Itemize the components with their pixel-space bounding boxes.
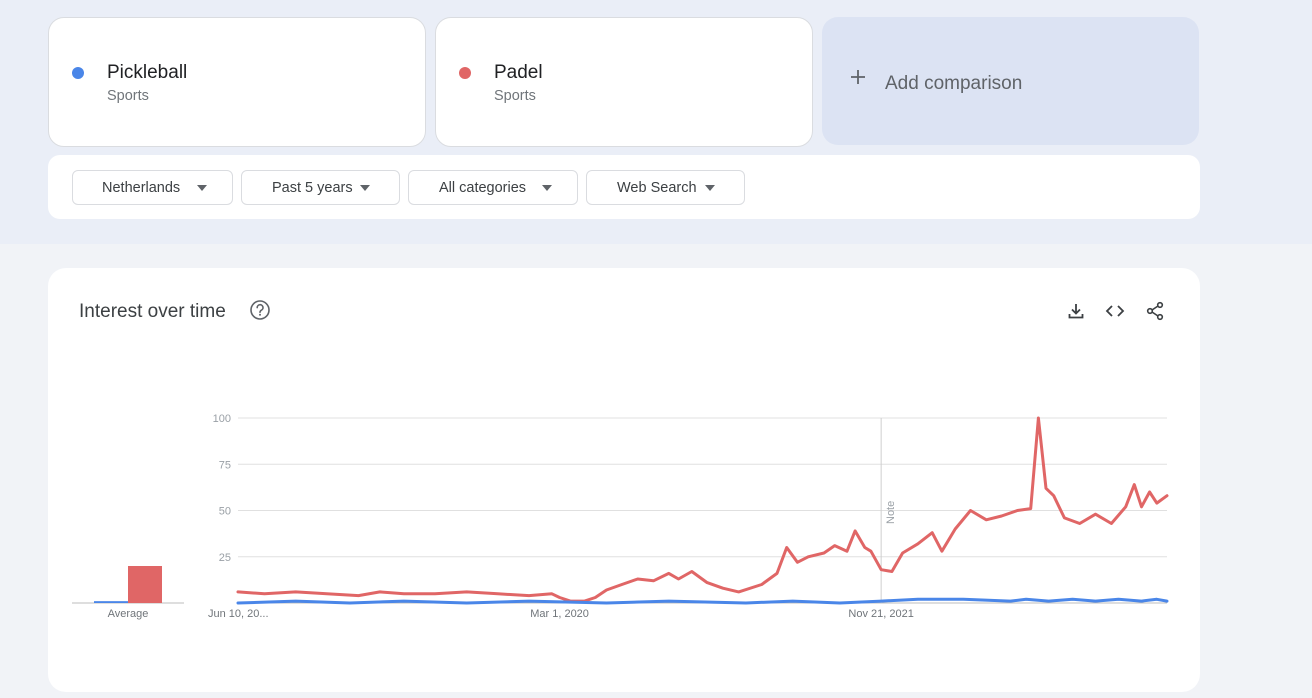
series-line-padel bbox=[236, 416, 1169, 603]
add-comparison-label: Add comparison bbox=[885, 73, 1023, 94]
average-bar-pickleball bbox=[94, 601, 128, 603]
y-tick-label: 50 bbox=[219, 506, 231, 518]
filter-label: Past 5 years bbox=[272, 180, 353, 196]
search-type-filter-dropdown[interactable]: Web Search bbox=[586, 170, 745, 205]
chart-labels: 100 75 50 25 Note Jun 10, 20... Mar 1, 2020 Nov… bbox=[108, 413, 914, 620]
region-filter-dropdown[interactable]: Netherlands bbox=[72, 170, 233, 205]
caret-down-icon bbox=[360, 185, 370, 191]
filter-label: Web Search bbox=[617, 180, 697, 196]
filter-label: All categories bbox=[439, 180, 527, 196]
note-label: Note bbox=[885, 501, 897, 524]
caret-down-icon bbox=[542, 185, 552, 191]
chart-title: Interest over time bbox=[79, 301, 226, 322]
average-label: Average bbox=[108, 608, 149, 620]
term-card-padel[interactable]: Padel Sports bbox=[435, 17, 813, 147]
embed-icon[interactable] bbox=[1105, 301, 1125, 321]
average-bar-chart bbox=[72, 566, 184, 604]
term-type: Sports bbox=[107, 88, 149, 104]
term-card-pickleball[interactable]: Pickleball Sports bbox=[48, 17, 426, 147]
y-tick-label: 75 bbox=[219, 459, 231, 471]
chart-grid bbox=[238, 417, 1167, 604]
term-name: Pickleball bbox=[107, 62, 188, 83]
caret-down-icon bbox=[705, 185, 715, 191]
download-icon[interactable] bbox=[1066, 301, 1086, 321]
x-tick-label: Jun 10, 20... bbox=[208, 608, 269, 620]
y-tick-label: 100 bbox=[213, 413, 231, 425]
term-color-dot bbox=[459, 67, 471, 79]
time-range-filter-dropdown[interactable]: Past 5 years bbox=[241, 170, 400, 205]
plus-icon bbox=[851, 70, 865, 84]
term-type: Sports bbox=[494, 88, 536, 104]
chart-series bbox=[236, 416, 1169, 605]
term-name: Padel bbox=[494, 62, 543, 83]
x-tick-label: Mar 1, 2020 bbox=[530, 608, 589, 620]
x-tick-label: Nov 21, 2021 bbox=[848, 608, 913, 620]
category-filter-dropdown[interactable]: All categories bbox=[408, 170, 578, 205]
average-bar-padel bbox=[128, 566, 162, 603]
y-tick-label: 25 bbox=[219, 552, 231, 564]
filter-label: Netherlands bbox=[102, 180, 181, 196]
caret-down-icon bbox=[197, 185, 207, 191]
help-icon[interactable] bbox=[249, 299, 271, 321]
share-icon[interactable] bbox=[1145, 301, 1165, 321]
filter-bar: Netherlands Past 5 years All categories … bbox=[48, 155, 1200, 219]
interest-over-time-card: Interest over time bbox=[48, 268, 1200, 692]
term-color-dot bbox=[72, 67, 84, 79]
add-comparison-button[interactable]: Add comparison bbox=[822, 17, 1199, 145]
series-line-pickleball bbox=[236, 597, 1169, 605]
